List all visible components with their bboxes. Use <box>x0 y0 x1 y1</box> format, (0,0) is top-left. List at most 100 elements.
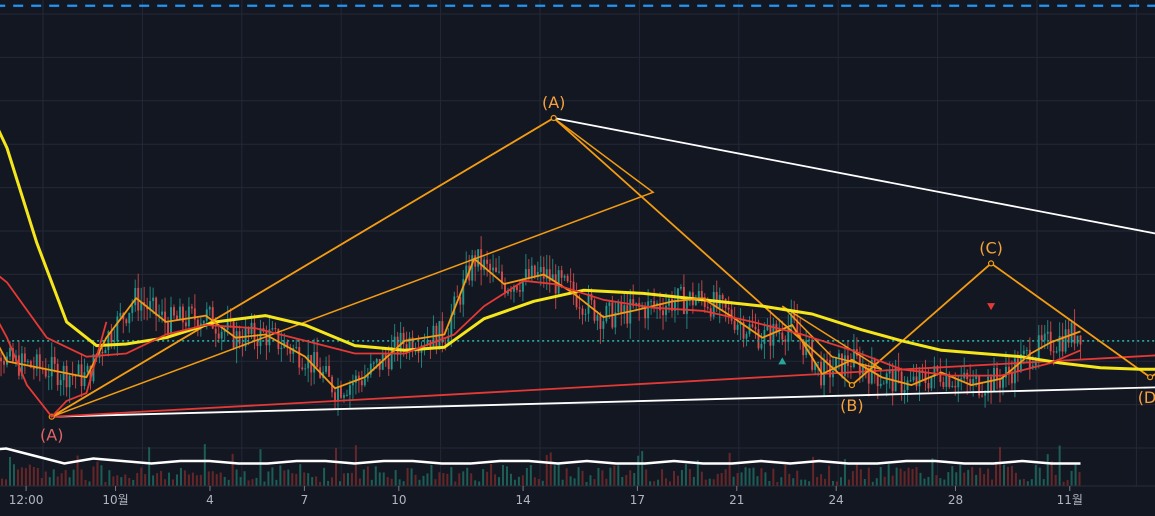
candle-body <box>521 279 524 292</box>
volume-bar <box>824 478 827 486</box>
candle-body <box>280 347 283 350</box>
candle-body <box>861 364 864 375</box>
candle-body <box>161 311 164 315</box>
volume-bar <box>609 467 612 486</box>
volume-bar <box>879 466 882 486</box>
wave-path <box>51 116 1155 418</box>
candle-body <box>837 353 840 358</box>
volume-bar <box>995 461 998 486</box>
volume-bar <box>88 481 91 486</box>
candle-body <box>304 368 307 370</box>
x-axis: 12:00 10월 4 7 10 14 17 21 24 28 11월 <box>9 486 1083 507</box>
candle-body <box>736 324 739 330</box>
candle-body <box>909 380 912 382</box>
volume-bar <box>641 451 644 486</box>
candle-body <box>489 263 492 271</box>
candle-body <box>414 350 417 352</box>
candle-body <box>131 305 134 313</box>
volume-bar <box>263 481 266 486</box>
candle-body <box>214 328 217 334</box>
volume-bar <box>843 459 846 486</box>
candle-body <box>223 329 226 332</box>
volume-bar <box>513 479 516 486</box>
candle-body <box>727 307 730 310</box>
volume-bar <box>796 470 799 486</box>
candle-body <box>235 331 238 348</box>
candle-body <box>155 297 158 316</box>
candle-body <box>453 296 456 316</box>
candle-body <box>372 362 375 364</box>
candle-body <box>125 319 128 324</box>
volume-bar <box>426 473 429 486</box>
candle-body <box>208 307 211 310</box>
candle-body <box>190 306 193 309</box>
volume-bar <box>665 478 668 486</box>
volume-bar <box>48 477 51 486</box>
candle-body <box>375 358 378 363</box>
volume-bar <box>943 479 946 486</box>
volume-bar <box>983 474 986 486</box>
trendlines <box>0 4 1155 418</box>
candle-body <box>1079 335 1082 345</box>
candle-body <box>172 307 175 316</box>
candle-body <box>578 307 581 309</box>
candle-body <box>29 361 32 368</box>
series-line <box>0 275 1081 377</box>
candle-body <box>826 359 829 361</box>
volume-bar <box>315 476 318 486</box>
volume-bar <box>366 466 369 486</box>
x-tick-label: 11월 <box>1057 493 1083 507</box>
candle-body <box>829 360 832 378</box>
signal-marker <box>987 303 996 311</box>
candle-body <box>44 369 47 377</box>
volume-bar <box>573 478 576 486</box>
volume-bar <box>311 477 314 486</box>
volume-bar <box>20 467 23 486</box>
candle-body <box>393 336 396 347</box>
volume-bar <box>712 479 715 486</box>
x-tick-label: 28 <box>948 493 963 507</box>
volume-bar <box>1006 466 1009 486</box>
candle-body <box>116 316 119 342</box>
volume-bar <box>5 479 8 486</box>
candle-body <box>787 327 790 342</box>
candle-body <box>969 379 972 386</box>
trendline <box>553 117 1155 235</box>
candle-body <box>536 271 539 278</box>
volume-bar <box>40 477 43 486</box>
volume-bar <box>406 468 409 486</box>
volume-bar <box>529 465 532 486</box>
candle-body <box>1010 372 1013 384</box>
candle-body <box>533 265 536 278</box>
volume-bar <box>645 469 648 486</box>
volume-bar <box>8 456 11 486</box>
volume-bar <box>672 471 675 486</box>
candle-body <box>599 315 602 329</box>
volume-bar <box>1014 472 1017 486</box>
candle-body <box>426 340 429 346</box>
x-tick-label: 24 <box>829 493 844 507</box>
volume-bar <box>720 473 723 486</box>
candle-body <box>3 361 6 365</box>
candle-body <box>814 362 817 370</box>
volume-bar <box>144 474 147 486</box>
candle-body <box>181 306 184 323</box>
candle-body <box>796 319 799 333</box>
series-line <box>0 129 1155 371</box>
volume-bar <box>390 478 393 486</box>
candle-body <box>602 321 605 329</box>
candle-body <box>527 269 530 278</box>
candle-body <box>381 354 384 370</box>
volume-bar <box>637 455 640 486</box>
candle-body <box>113 341 116 343</box>
volume-bar <box>56 476 59 486</box>
volume-bar <box>955 472 958 486</box>
volume-bar <box>358 478 361 486</box>
wave-point <box>987 260 995 267</box>
volume-bar <box>784 464 787 486</box>
series-line <box>0 257 1081 390</box>
candle-body <box>1007 366 1010 373</box>
volume-bar <box>462 471 465 486</box>
volume-bar <box>168 472 171 486</box>
candle-body <box>474 255 477 267</box>
